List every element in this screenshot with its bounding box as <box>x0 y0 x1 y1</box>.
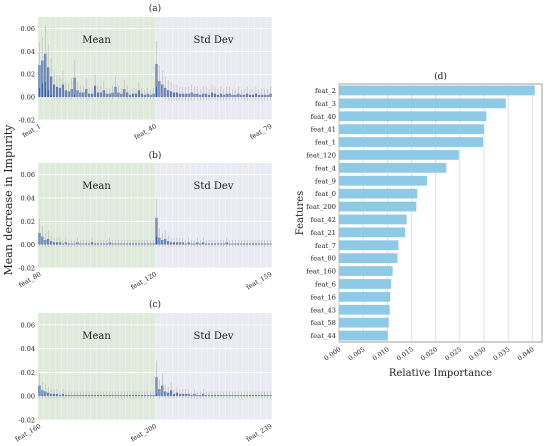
y-tick-label: feat_6 <box>315 280 336 288</box>
bar <box>339 253 398 264</box>
bar <box>339 150 459 160</box>
left-panels: -0.02 0.00 0.02 0.04 0.06 Mean Std Dev (a) feat_… <box>14 3 274 443</box>
y-tick-label: feat_16 <box>311 293 336 301</box>
x-tick-label: feat_80 <box>17 270 42 289</box>
x-tick-label: 0.020 <box>419 345 439 362</box>
y-tick-label: feat_42 <box>311 216 336 224</box>
bar <box>339 227 406 238</box>
bar <box>339 304 390 315</box>
plot-area <box>338 83 543 343</box>
y-tick-label: 0.02 <box>21 218 35 226</box>
bar <box>339 279 392 289</box>
y-tick-label: feat_58 <box>311 319 336 327</box>
bar <box>339 175 427 186</box>
x-tick-label: 0.040 <box>516 345 536 362</box>
x-tick-label: feat_40 <box>133 122 158 141</box>
bar <box>339 188 418 199</box>
region-label-mean: Mean <box>82 35 111 46</box>
y-tick-label: feat_44 <box>311 332 336 340</box>
y-tick-label: 0.02 <box>21 71 35 79</box>
panel-title: (a) <box>149 3 161 14</box>
y-tick-label: feat_3 <box>315 100 336 108</box>
y-tick-label: feat_1 <box>315 139 336 147</box>
region-label-std: Std Dev <box>193 331 233 342</box>
y-tick-label: 0.04 <box>21 48 35 56</box>
bar <box>339 240 399 251</box>
y-tick-label: feat_4 <box>315 164 336 172</box>
x-tick-label: feat_120 <box>129 270 158 291</box>
y-tick-label: feat_120 <box>306 151 336 159</box>
y-tick-label: 0.00 <box>21 393 35 401</box>
y-tick-label: feat_7 <box>315 242 336 250</box>
bar <box>339 266 393 276</box>
panel-title: (b) <box>149 150 162 161</box>
y-tick-label: -0.02 <box>18 117 35 125</box>
x-tick-label: feat_160 <box>14 422 43 443</box>
y-tick-label: 0.06 <box>21 321 35 329</box>
x-tick-label: 0.035 <box>492 345 512 362</box>
y-tick-label: -0.02 <box>18 417 35 425</box>
bar <box>339 85 535 96</box>
bar <box>339 111 487 122</box>
bar <box>339 291 391 302</box>
y-tick-label: 0.06 <box>21 171 35 179</box>
panel-d: 0.000 0.005 0.010 0.015 0.020 0.025 0.030 0.035… <box>295 71 543 379</box>
y-axis-label: Features <box>295 191 306 236</box>
bar <box>339 201 417 212</box>
y-tick-label: feat_2 <box>315 87 336 95</box>
x-tick-label: feat_1 <box>21 122 42 139</box>
panel-a: -0.02 0.00 0.02 0.04 0.06 Mean Std Dev (a) feat_… <box>18 3 273 141</box>
y-tick-label: 0.06 <box>21 25 35 33</box>
x-tick-label: feat_159 <box>245 270 274 291</box>
y-tick-label: 0.00 <box>21 241 35 249</box>
bar <box>339 330 388 341</box>
panel-title: (c) <box>149 299 161 310</box>
y-tick-label: 0.04 <box>21 345 35 353</box>
y-tick-label: feat_9 <box>315 177 336 185</box>
x-tick-label: 0.015 <box>395 345 415 362</box>
x-tick-label: feat_79 <box>248 122 273 141</box>
panel-c: -0.02 0.00 0.02 0.04 0.06 Mean Std Dev (c) feat_… <box>14 299 274 443</box>
bar <box>339 317 389 328</box>
panel-title: (d) <box>434 71 447 82</box>
y-tick-label: feat_200 <box>306 203 336 211</box>
bar <box>339 98 506 109</box>
y-tick-label: -0.02 <box>18 265 35 273</box>
bar <box>339 214 407 225</box>
region-label-std: Std Dev <box>193 181 233 192</box>
bar <box>339 137 484 147</box>
y-tick-label: feat_80 <box>311 255 336 263</box>
x-tick-label: 0.000 <box>323 345 343 362</box>
region-label-mean: Mean <box>82 181 111 192</box>
shared-y-axis-label: Mean decrease in Impurity <box>2 124 15 276</box>
x-tick-label: 0.025 <box>443 345 463 362</box>
y-tick-label: feat_40 <box>311 113 336 121</box>
y-tick-label: feat_43 <box>311 306 336 314</box>
y-tick-label: feat_41 <box>311 126 336 134</box>
x-tick-label: 0.010 <box>371 345 391 362</box>
x-axis-label: Relative Importance <box>389 368 492 379</box>
region-label-mean: Mean <box>82 331 111 342</box>
y-tick-label: 0.00 <box>21 94 35 102</box>
x-tick-label: feat_239 <box>245 422 274 443</box>
y-tick-label: feat_0 <box>315 190 336 198</box>
bar <box>339 162 447 173</box>
x-tick-label: 0.030 <box>468 345 488 362</box>
y-tick-label: feat_21 <box>311 229 336 237</box>
y-tick-label: 0.02 <box>21 369 35 377</box>
x-tick-label: 0.005 <box>347 345 367 362</box>
y-tick-label: feat_160 <box>306 268 336 276</box>
x-tick-label: feat_200 <box>129 422 158 443</box>
y-tick-label: 0.04 <box>21 195 35 203</box>
bar <box>339 124 484 135</box>
region-label-std: Std Dev <box>193 35 233 46</box>
panel-b: -0.02 0.00 0.02 0.04 0.06 Mean Std Dev (b) feat_… <box>17 150 273 291</box>
